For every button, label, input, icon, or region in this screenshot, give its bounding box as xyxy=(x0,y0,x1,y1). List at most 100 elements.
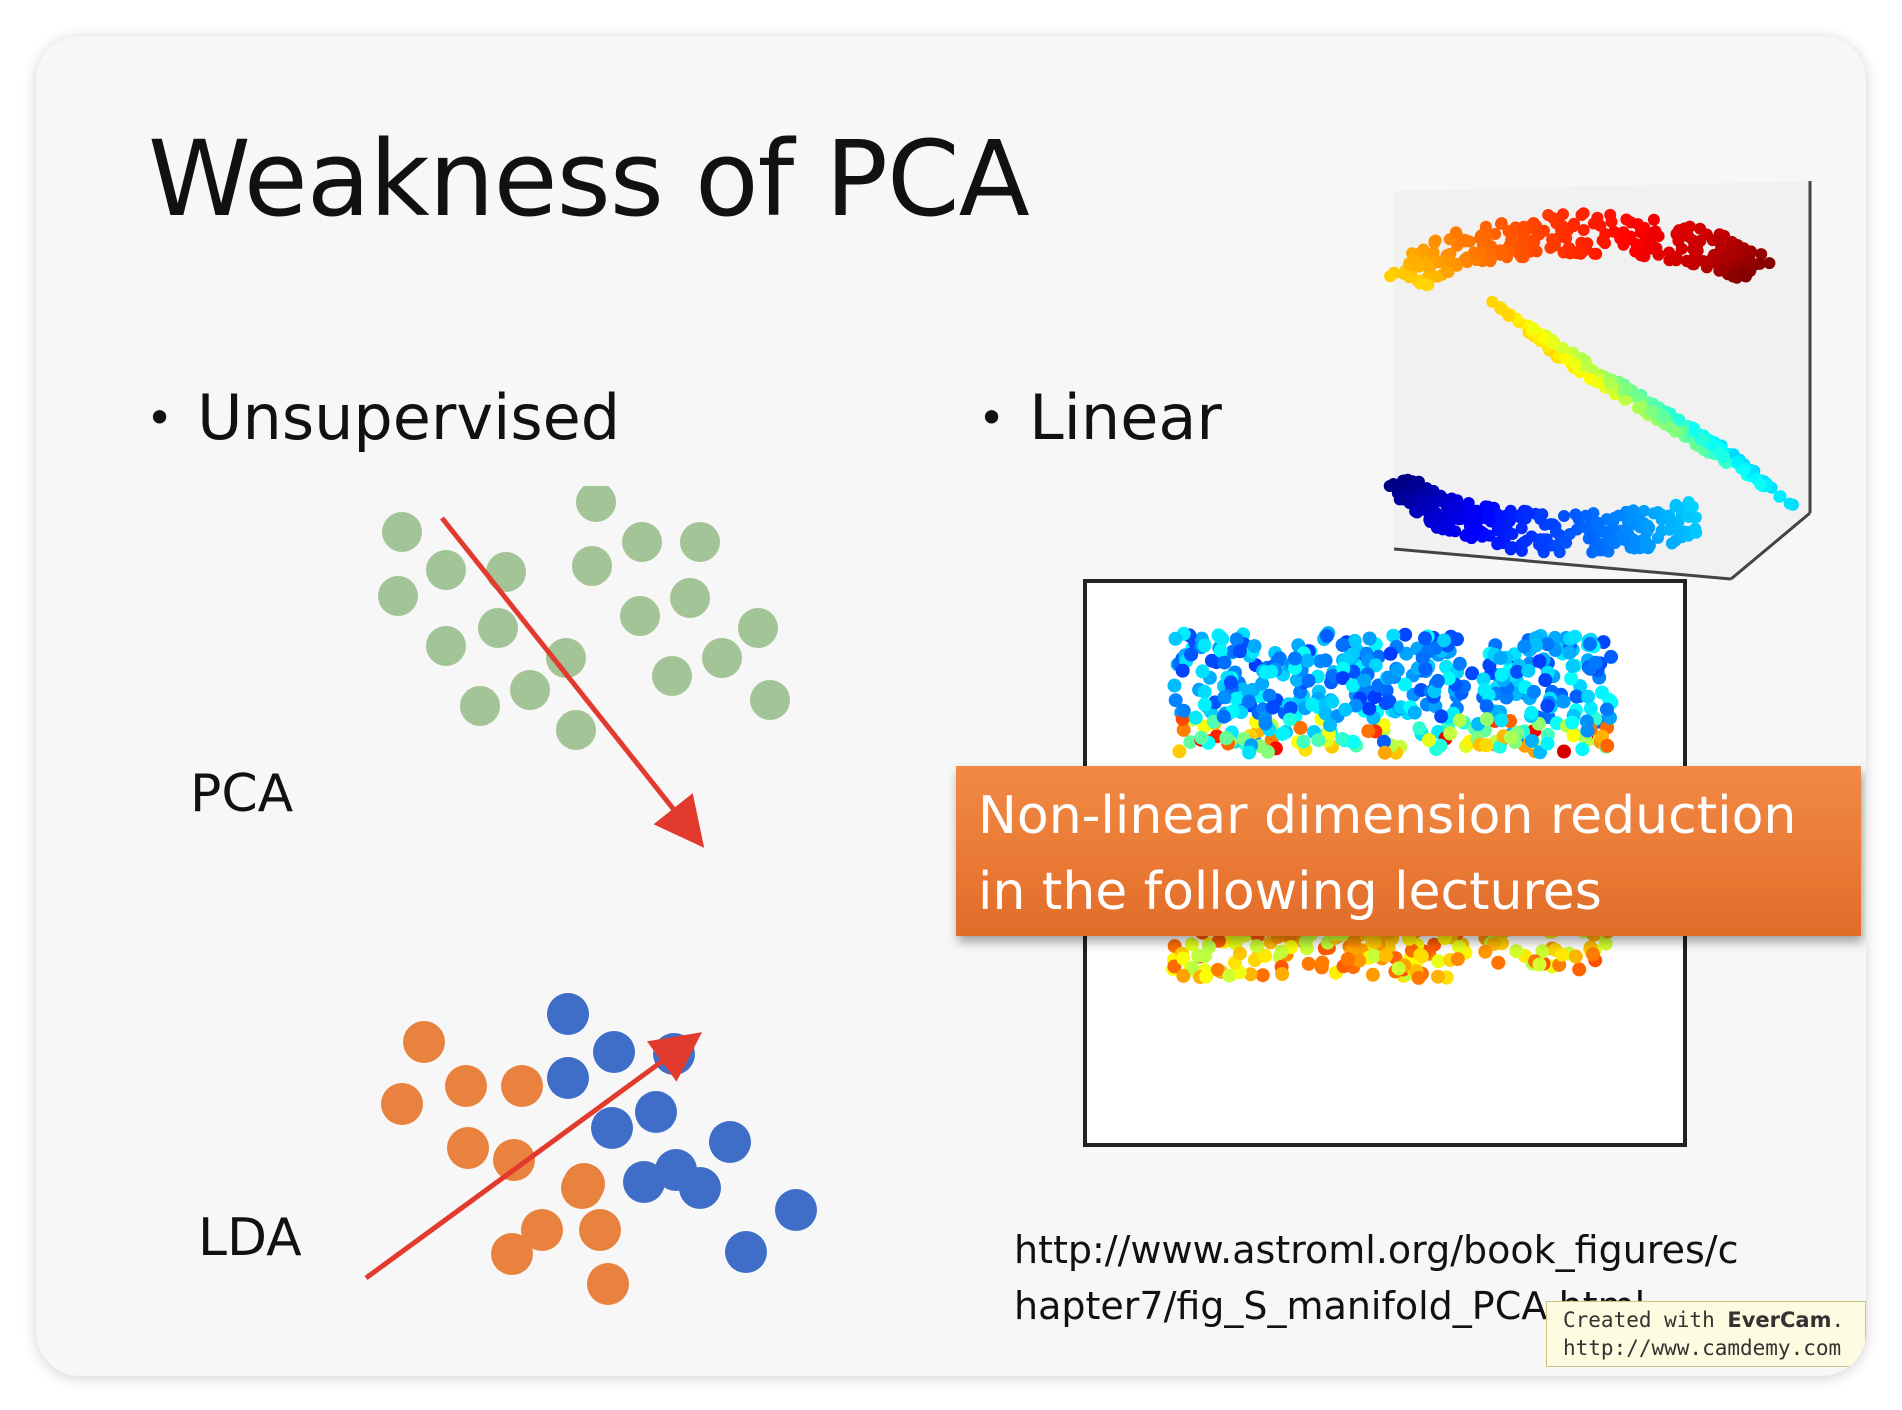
projection-point xyxy=(1524,705,1539,720)
projection-point xyxy=(1418,631,1432,646)
manifold-point xyxy=(1459,233,1472,246)
projection-point xyxy=(1412,721,1427,736)
manifold-point xyxy=(1617,226,1630,239)
projection-point xyxy=(1479,738,1494,753)
manifold-point xyxy=(1689,522,1702,535)
projection-point xyxy=(1540,699,1555,713)
projection-point xyxy=(1210,962,1225,977)
projection-point xyxy=(1600,702,1614,717)
projection-point xyxy=(1232,946,1247,961)
projection-point xyxy=(1397,677,1412,692)
manifold-point xyxy=(1427,484,1440,497)
s-manifold-plot xyxy=(1383,181,1812,581)
projection-point xyxy=(1168,631,1183,646)
manifold-point xyxy=(1515,522,1528,535)
projection-point xyxy=(1535,944,1550,959)
projection-point xyxy=(1580,723,1595,738)
projection-point xyxy=(1298,935,1313,949)
projection-point xyxy=(1568,629,1582,644)
manifold-point xyxy=(1577,224,1590,236)
manifold-point xyxy=(1591,376,1604,389)
projection-point xyxy=(1532,957,1547,972)
manifold-point xyxy=(1665,537,1678,550)
manifold-point xyxy=(1567,220,1580,233)
projection-point xyxy=(1569,689,1584,704)
projection-point xyxy=(1202,940,1216,954)
manifold-point xyxy=(1449,525,1462,538)
projection-point xyxy=(1361,724,1376,739)
manifold-point xyxy=(1754,478,1767,491)
projection-point xyxy=(1176,722,1191,737)
projection-point xyxy=(1311,733,1326,748)
projection-point xyxy=(1479,712,1494,727)
projection-point xyxy=(1197,697,1212,712)
source-url-line-2[interactable]: hapter7/fig_S_manifold_PCA.html xyxy=(1014,1284,1646,1328)
lda-class-b-point xyxy=(635,1091,677,1133)
projection-point xyxy=(1215,632,1230,646)
manifold-point xyxy=(1645,404,1658,417)
projection-point xyxy=(1194,730,1209,745)
projection-point xyxy=(1581,689,1596,704)
manifold-point xyxy=(1612,509,1625,522)
manifold-point xyxy=(1638,250,1651,263)
projection-point xyxy=(1315,955,1330,970)
manifold-point xyxy=(1696,433,1709,446)
lda-class-a-point xyxy=(447,1127,489,1169)
projection-point xyxy=(1477,682,1492,697)
source-url-line-1[interactable]: http://www.astroml.org/book_figures/c xyxy=(1014,1228,1739,1272)
projection-point xyxy=(1335,732,1350,746)
manifold-point xyxy=(1626,515,1639,528)
pca-label: PCA xyxy=(190,764,294,824)
lda-class-b-point xyxy=(709,1121,751,1163)
projection-point xyxy=(1346,734,1361,749)
lda-projection-arrow xyxy=(364,1032,703,1281)
manifold-point xyxy=(1486,295,1499,308)
projection-point xyxy=(1283,701,1298,716)
projection-point xyxy=(1282,712,1297,727)
projection-point xyxy=(1274,944,1289,959)
lda-class-b-point xyxy=(547,1057,589,1099)
manifold-point xyxy=(1619,523,1632,536)
projection-point xyxy=(1260,744,1275,759)
lda-class-b-point xyxy=(725,1231,767,1273)
projection-point xyxy=(1288,661,1302,676)
pca-data-point xyxy=(702,638,742,678)
manifold-point xyxy=(1735,242,1748,255)
projection-point xyxy=(1204,653,1219,668)
source-url[interactable]: http://www.astroml.org/book_figures/c ha… xyxy=(1014,1222,1738,1334)
manifold-point xyxy=(1647,507,1660,520)
manifold-point xyxy=(1560,232,1573,244)
projection-point xyxy=(1338,702,1353,717)
pca-data-point xyxy=(670,578,710,618)
lda-label: LDA xyxy=(198,1208,302,1268)
projection-point xyxy=(1176,968,1191,983)
manifold-point xyxy=(1634,400,1647,413)
bullet-marker: • xyxy=(978,390,1006,445)
manifold-point xyxy=(1563,528,1576,540)
projection-point xyxy=(1335,671,1350,686)
manifold-point xyxy=(1418,496,1430,509)
manifold-point xyxy=(1594,219,1607,232)
projection-point xyxy=(1600,738,1615,753)
manifold-point xyxy=(1665,518,1678,531)
lda-class-a-point xyxy=(561,1167,603,1209)
manifold-point xyxy=(1450,226,1462,239)
projection-point xyxy=(1219,731,1234,745)
projection-point xyxy=(1183,735,1198,750)
manifold-point xyxy=(1461,254,1474,267)
manifold-point xyxy=(1691,244,1704,257)
projection-point xyxy=(1243,967,1258,982)
lda-points xyxy=(381,993,817,1305)
bullet-marker: • xyxy=(146,390,174,445)
manifold-point xyxy=(1673,413,1686,426)
manifold-point xyxy=(1744,246,1757,259)
manifold-point xyxy=(1530,245,1543,258)
projection-point xyxy=(1323,718,1337,733)
callout-line-2: in the following lectures xyxy=(978,862,1602,922)
manifold-point xyxy=(1484,255,1497,268)
projection-point xyxy=(1249,939,1264,954)
projection-point xyxy=(1242,745,1257,760)
projection-point xyxy=(1585,947,1600,962)
projection-point xyxy=(1562,645,1577,660)
manifold-point xyxy=(1527,322,1540,335)
